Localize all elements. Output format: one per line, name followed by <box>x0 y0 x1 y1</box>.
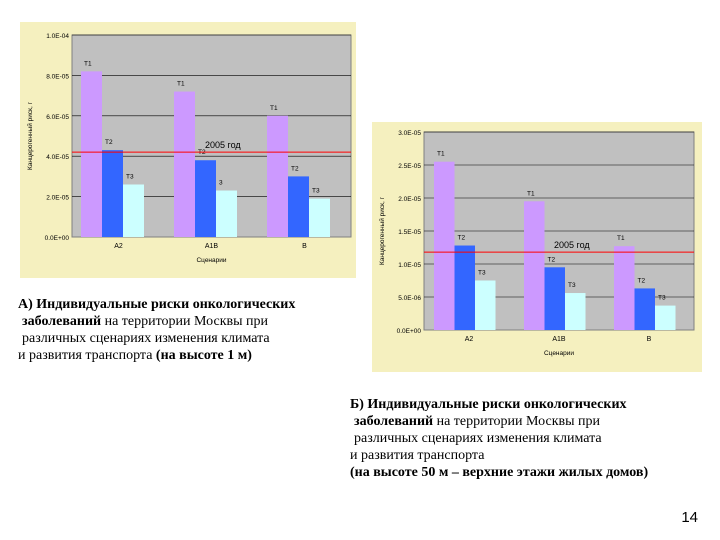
chart-a-ylabel: Канцерогенный риск, г <box>26 101 34 170</box>
chart-b-ytick-label: 0.0E+00 <box>397 328 422 335</box>
chart-a-category-label: B <box>302 243 307 250</box>
chart-b-bar-label: T1 <box>437 151 445 158</box>
chart-b-bar-label: T1 <box>527 190 535 197</box>
chart-a-bar-t3 <box>216 190 237 237</box>
chart-a-bar-t2 <box>195 160 216 237</box>
caption-a-line2-bold: заболеваний <box>22 314 102 329</box>
chart-a-ytick-label: 8.0E-05 <box>46 73 69 80</box>
chart-b-panel: 0.0E+00 5.0E-06 1.0E-05 1.5E-05 2.0E-05 2.5E-… <box>372 122 702 372</box>
chart-a-ytick-label: 0.0E+00 <box>45 235 70 242</box>
chart-b-ytick-label: 2.0E-05 <box>398 196 421 203</box>
chart-a-bar-label: T2 <box>198 149 206 156</box>
chart-b-bar-t1 <box>614 246 635 330</box>
caption-a-line4-text: и развития транспорта <box>18 348 156 363</box>
chart-a-ytick-label: 6.0E-05 <box>46 114 69 121</box>
chart-a-category-label: A1B <box>205 243 219 250</box>
chart-a: 0.0E+00 2.0E-05 4.0E-05 6.0E-05 8.0E-05 1.0E-… <box>26 33 352 264</box>
chart-b-ytick-label: 2.5E-05 <box>398 163 421 170</box>
caption-a: А) Индивидуальные риски онкологических з… <box>18 296 295 364</box>
caption-b-line2-rest: на территории Москвы при <box>433 414 601 429</box>
chart-a-bar-label: T2 <box>105 139 113 146</box>
chart-b-bar-label: T3 <box>658 295 666 302</box>
chart-b-bar-label: T3 <box>568 282 576 289</box>
chart-b-bar-t2 <box>634 288 655 330</box>
chart-b-category-label: A1B <box>552 336 566 343</box>
chart-b-bar-t2 <box>454 245 475 330</box>
caption-a-line4-bold: (на высоте 1 м) <box>155 348 252 363</box>
caption-b-line2-bold: заболеваний <box>354 414 434 429</box>
caption-b-line2: заболеваний на территории Москвы при <box>350 413 648 430</box>
chart-a-category-label: A2 <box>114 243 123 250</box>
caption-a-line3: различных сценариях изменения климата <box>22 331 270 346</box>
chart-a-bar-label: 3 <box>219 180 223 187</box>
page-number: 14 <box>681 509 698 526</box>
chart-b-ytick-label: 1.0E-05 <box>398 262 421 269</box>
caption-a-line4: и развития транспорта (на высоте 1 м) <box>18 347 295 364</box>
chart-b-bar-t1 <box>434 161 455 330</box>
chart-b-bar-label: T2 <box>548 256 556 263</box>
chart-b-bar-t3 <box>655 305 676 330</box>
chart-b-bar-t2 <box>544 267 565 330</box>
chart-b-bar-label: T2 <box>458 235 466 242</box>
chart-b-xlabel: Сценарии <box>544 350 574 357</box>
caption-a-line1: А) Индивидуальные риски онкологических <box>18 297 296 312</box>
chart-b-bar-label: T3 <box>478 270 486 277</box>
chart-b-bar-t1 <box>524 201 545 330</box>
chart-a-bar-t2 <box>102 150 123 237</box>
chart-b-ytick-label: 3.0E-05 <box>398 130 421 137</box>
chart-a-ytick-label: 1.0E-04 <box>46 33 69 40</box>
chart-a-ytick-label: 2.0E-05 <box>46 195 69 202</box>
chart-a-bar-label: T1 <box>270 105 278 112</box>
chart-a-bar-t2 <box>288 176 309 237</box>
chart-b-ytick-label: 5.0E-06 <box>398 295 421 302</box>
chart-a-xlabel: Сценарии <box>196 257 226 264</box>
chart-b-ytick-label: 1.5E-05 <box>398 229 421 236</box>
chart-b: 0.0E+00 5.0E-06 1.0E-05 1.5E-05 2.0E-05 2.5E-… <box>378 130 695 357</box>
chart-b-bar-label: T2 <box>638 277 646 284</box>
caption-b: Б) Индивидуальные риски онкологических з… <box>350 396 648 481</box>
chart-a-panel: 0.0E+00 2.0E-05 4.0E-05 6.0E-05 8.0E-05 1.0E-… <box>20 22 356 278</box>
chart-a-bar-t1 <box>81 71 102 237</box>
chart-a-bar-label: T2 <box>291 165 299 172</box>
caption-b-line5: (на высоте 50 м – верхние этажи жилых до… <box>350 465 649 480</box>
caption-a-line2-rest: на территории Москвы при <box>101 314 269 329</box>
chart-b-bar-label: T1 <box>617 235 625 242</box>
chart-a-bar-t1 <box>174 91 195 237</box>
chart-b-category-label: B <box>647 336 652 343</box>
chart-a-bar-t3 <box>309 198 330 237</box>
chart-a-bar-t1 <box>267 115 288 237</box>
chart-a-bar-label: T1 <box>177 81 185 88</box>
chart-b-category-label: A2 <box>465 336 474 343</box>
chart-b-threshold-label: 2005 год <box>554 240 590 250</box>
caption-b-line1: Б) Индивидуальные риски онкологических <box>350 397 627 412</box>
caption-a-line2: заболеваний на территории Москвы при <box>18 313 295 330</box>
chart-b-bar-t3 <box>565 293 586 330</box>
chart-a-ytick-label: 4.0E-05 <box>46 154 69 161</box>
caption-b-line4: и развития транспорта <box>350 448 485 463</box>
chart-a-bar-label: T3 <box>312 188 320 195</box>
caption-b-line3: различных сценариях изменения климата <box>354 431 602 446</box>
chart-a-threshold-label: 2005 год <box>205 140 241 150</box>
chart-a-bar-t3 <box>123 184 144 237</box>
chart-b-bar-t3 <box>475 280 496 330</box>
chart-a-bar-label: T3 <box>126 173 134 180</box>
chart-a-bar-label: T1 <box>84 60 92 67</box>
chart-b-ylabel: Канцерогенный риск, г <box>378 196 386 265</box>
